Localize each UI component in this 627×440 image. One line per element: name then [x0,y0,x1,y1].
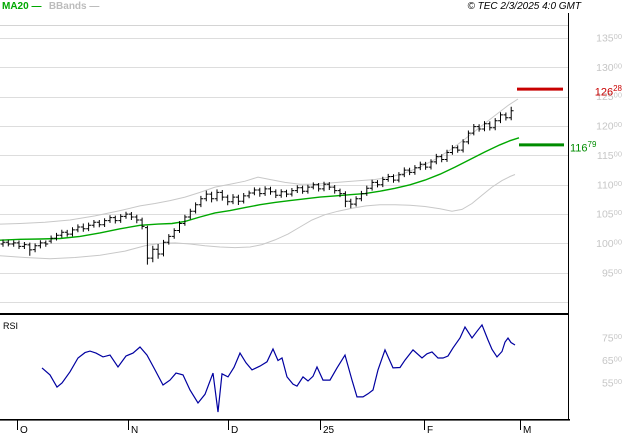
ma20-legend-label: MA20 [2,1,29,12]
rsi-axis-label: 6500 [602,355,622,368]
legend: MA20 — BBands — [2,1,99,12]
bollinger-lower-line [0,174,516,260]
bbands-legend-label: BBands [48,1,87,12]
rsi-axis-label: 5500 [602,377,622,390]
price-axis-label: 13500 [596,32,622,45]
price-axis-label: 12500 [596,91,622,104]
bollinger-upper-line [0,98,519,225]
panel-separator [0,313,568,315]
x-axis-label: M [523,425,531,436]
price-axis-label: 12000 [596,120,622,133]
copyright-text: © TEC 2/3/2025 4:0 GMT [467,1,581,12]
x-axis-label: 25 [323,425,335,436]
price-axis-label: 13000 [596,61,622,74]
price-axis-label: 11000 [597,179,622,192]
rsi-line [41,323,516,413]
rsi-axis-label: 7500 [602,332,622,345]
ma20-line [0,137,520,241]
x-axis-label: D [231,425,238,436]
x-axis-label: N [131,425,138,436]
price-axis-label: 10000 [596,237,622,250]
x-axis-line [0,419,570,421]
x-axis-label: F [427,425,433,436]
bbands-legend-dash: — [89,1,99,12]
resistance-price-main: 126 [594,86,614,99]
resistance-price-label: 12628 [595,84,622,98]
x-axis-label: O [20,425,28,436]
resistance-price-sup: 28 [613,84,622,94]
price-axis-label: 9500 [602,267,622,280]
support-price-sup: 79 [587,139,597,149]
support-price-label: 11679 [570,140,596,154]
rsi-panel-title: RSI [3,321,19,331]
price-axis-label: 11500 [597,149,622,162]
support-price-main: 116 [570,142,588,155]
price-axis-label: 10500 [596,208,622,221]
ohlc-bars [0,106,514,265]
ma20-legend-dash: — [31,1,41,12]
